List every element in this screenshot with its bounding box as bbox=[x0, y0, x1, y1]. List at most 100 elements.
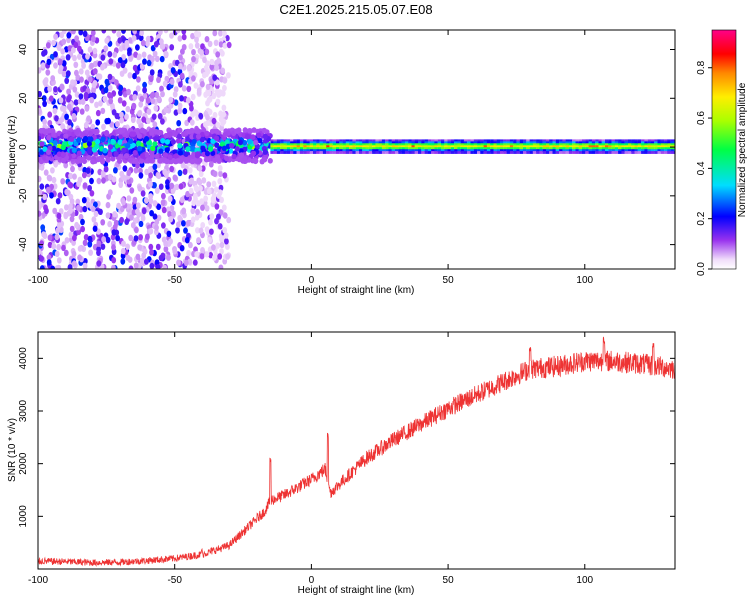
spectrogram-cell bbox=[650, 149, 655, 152]
spectrogram-cell bbox=[96, 260, 102, 267]
spectrogram-cell bbox=[490, 147, 494, 150]
spectrogram-cell bbox=[286, 143, 291, 147]
spectrogram-cell bbox=[160, 118, 165, 125]
spectrogram-cell bbox=[192, 259, 198, 266]
spectrogram-cell bbox=[424, 145, 428, 149]
spectrogram-cell bbox=[588, 145, 592, 149]
spectrogram-cell bbox=[562, 145, 566, 149]
spectrogram-cell bbox=[339, 147, 343, 150]
spectrogram-cell bbox=[54, 250, 60, 258]
spectrogram-cell bbox=[582, 147, 586, 150]
spectrogram-cell bbox=[667, 147, 671, 150]
spectrogram-cell bbox=[167, 195, 173, 202]
spectrogram-cell bbox=[92, 129, 98, 135]
spectrogram-cell bbox=[146, 59, 152, 67]
spectrogram-cell bbox=[149, 210, 155, 217]
spectrogram-cell bbox=[206, 89, 212, 97]
spectrogram-cell bbox=[205, 83, 211, 91]
spectrogram-cell bbox=[100, 54, 106, 61]
spectrogram-cell bbox=[467, 145, 471, 149]
spectrogram-cell bbox=[137, 185, 143, 192]
colorbar-label: Normalized spectral amplitude bbox=[737, 82, 748, 217]
spectrogram-cell bbox=[559, 141, 563, 145]
spectrogram-cell bbox=[641, 147, 645, 150]
spectrogram-cell bbox=[78, 30, 84, 36]
spectrogram-cell bbox=[381, 141, 386, 145]
spectrogram-cell bbox=[513, 145, 517, 149]
spectrogram-cell bbox=[575, 139, 579, 143]
spectrogram-cell bbox=[221, 104, 227, 112]
spectrogram-cell bbox=[56, 243, 62, 251]
spectrogram-cell bbox=[222, 42, 228, 49]
spectrogram-cell bbox=[107, 51, 113, 58]
spectrogram-cell bbox=[608, 143, 612, 147]
colorbar-ticks: 0.00.20.40.60.8 bbox=[696, 60, 712, 276]
spectrogram-cell bbox=[375, 151, 379, 154]
spectrogram-cell bbox=[352, 141, 356, 145]
spectrogram-cell bbox=[342, 143, 346, 147]
spectrogram-cell bbox=[418, 149, 422, 152]
spectrogram-cell bbox=[92, 68, 98, 75]
spectrogram-cell bbox=[368, 149, 373, 152]
spectrogram-cell bbox=[60, 178, 66, 185]
spectrogram-cell bbox=[82, 262, 88, 269]
spectrogram-cell bbox=[542, 139, 547, 143]
spectrogram-cell bbox=[200, 145, 206, 152]
spectrogram-cell bbox=[411, 145, 415, 149]
spectrogram-cell bbox=[614, 145, 619, 149]
spectrogram-cell bbox=[164, 158, 170, 165]
spectrogram-cell bbox=[352, 139, 356, 143]
spectrogram-cell bbox=[362, 139, 366, 143]
spectrogram-cell bbox=[519, 149, 524, 152]
spectrogram-cell bbox=[93, 201, 98, 208]
spectrogram-cell bbox=[209, 213, 215, 220]
x-tick-label: -100 bbox=[28, 575, 48, 586]
spectrogram-cell bbox=[94, 143, 100, 150]
spectrogram-cell bbox=[66, 96, 71, 103]
spectrogram-cell bbox=[631, 141, 635, 145]
spectrogram-cell bbox=[146, 108, 152, 115]
spectrogram-cell bbox=[611, 149, 615, 152]
spectrogram-cell bbox=[670, 149, 674, 152]
spectrogram-cell bbox=[421, 151, 425, 154]
spectrogram-cell bbox=[536, 149, 540, 152]
spectrogram-cell bbox=[217, 223, 223, 230]
spectrogram-cell bbox=[214, 135, 220, 141]
spectrogram-cell bbox=[582, 145, 586, 149]
spectrogram-cell bbox=[173, 153, 179, 159]
spectrogram-cell bbox=[388, 139, 392, 143]
spectrogram-cell bbox=[654, 151, 658, 154]
spectrogram-cell bbox=[526, 147, 530, 150]
spectrogram-cell bbox=[100, 136, 106, 143]
spectrogram-cell bbox=[198, 112, 204, 120]
spectrogram-cell bbox=[316, 143, 320, 147]
spectrogram-cell bbox=[262, 133, 268, 140]
spectrogram-cell bbox=[210, 195, 216, 202]
spectrogram-cell bbox=[116, 202, 121, 210]
spectrogram-cell bbox=[156, 172, 162, 180]
spectrogram-cell bbox=[80, 225, 85, 233]
spectrogram-cell bbox=[214, 142, 220, 148]
spectrogram-cell bbox=[82, 182, 88, 189]
spectrogram-cell bbox=[56, 257, 62, 264]
spectrogram-cell bbox=[404, 147, 409, 150]
spectrogram-cell bbox=[209, 228, 214, 235]
spectrogram-cell bbox=[52, 140, 58, 146]
spectrogram-cell bbox=[218, 30, 223, 37]
spectrogram-cell bbox=[565, 139, 569, 143]
snr-x-ticks: -100 -50 0 50 100 bbox=[28, 332, 594, 586]
spectrogram-cell bbox=[496, 151, 501, 154]
spectrogram-cell bbox=[391, 151, 396, 154]
spectrogram-cell bbox=[595, 149, 599, 152]
spectrogram-cell bbox=[309, 149, 314, 152]
spectrogram-cell bbox=[190, 207, 196, 215]
spectrogram-cell bbox=[621, 147, 625, 150]
spectrogram-cell bbox=[280, 145, 284, 149]
spectrogram-cell bbox=[293, 147, 297, 150]
spectrogram-cell bbox=[134, 226, 139, 234]
spectrogram-cell bbox=[372, 145, 376, 149]
spectrogram-cell bbox=[129, 214, 134, 221]
spectrogram-cell bbox=[329, 139, 333, 143]
spectrogram-cell bbox=[306, 147, 310, 150]
spectrogram-cell bbox=[57, 192, 63, 199]
